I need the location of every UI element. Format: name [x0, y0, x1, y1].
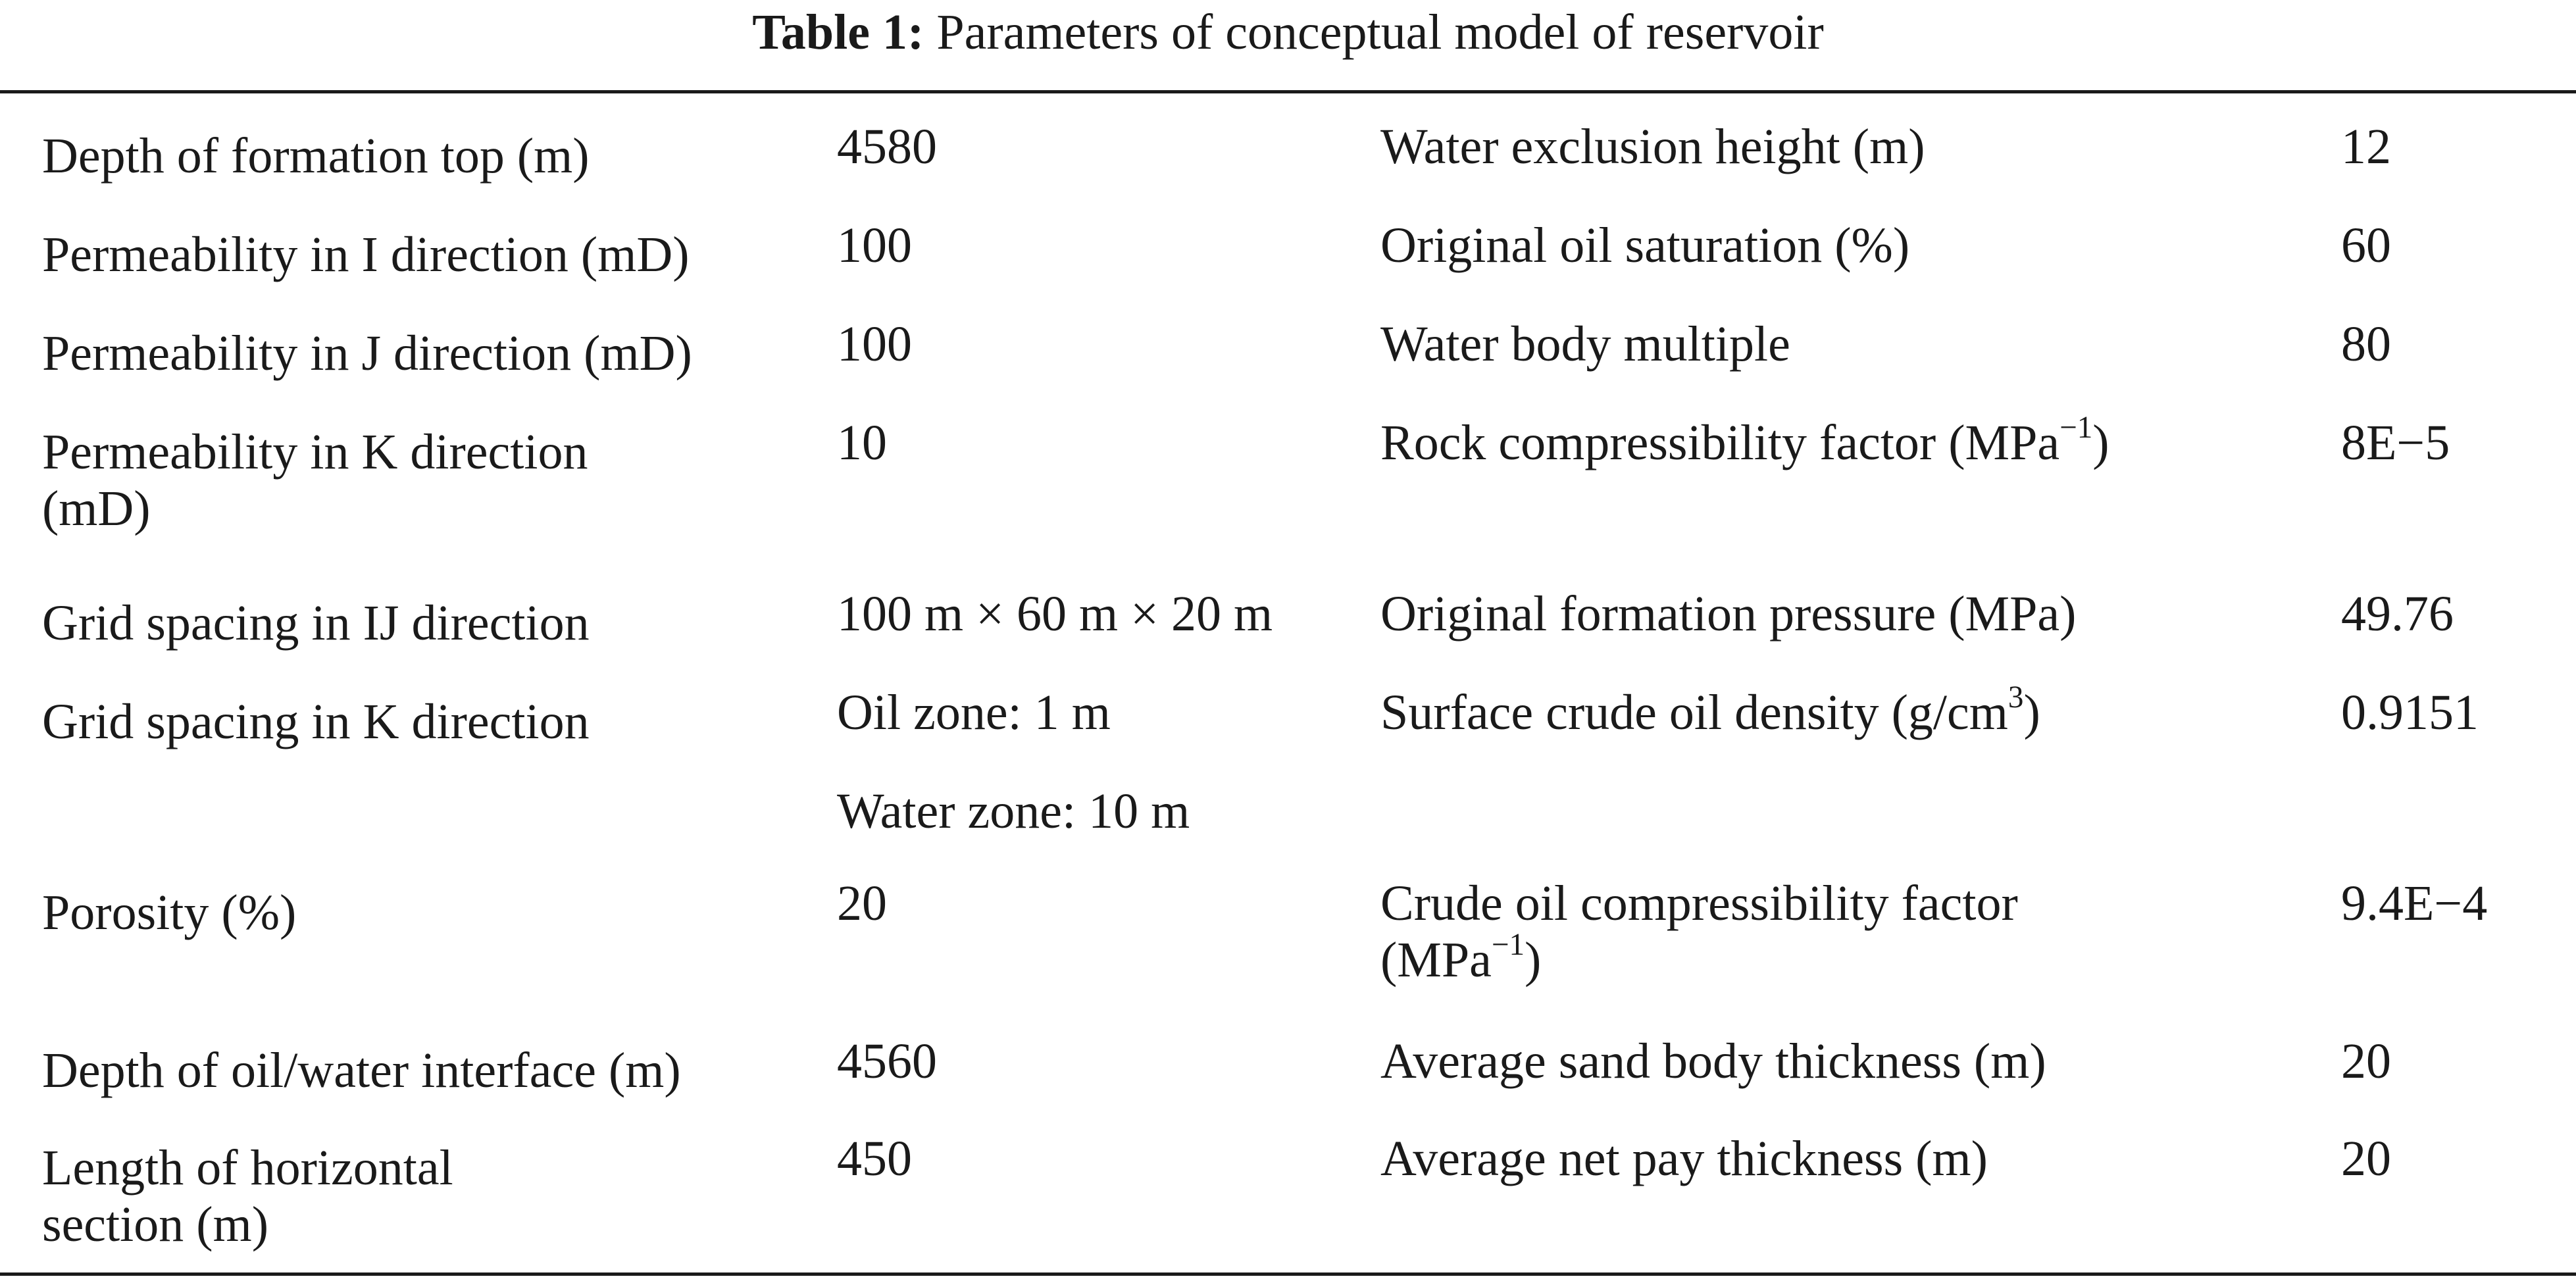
- parameter-value-cell: 60: [2341, 218, 2391, 273]
- parameter-name-cell: Crude oil compressibility factor (MPa−1): [1380, 876, 2018, 988]
- parameter-value-cell: 80: [2341, 316, 2391, 372]
- parameter-name-cell: Grid spacing in IJ direction: [42, 595, 590, 651]
- parameter-name-cell: Average sand body thickness (m): [1380, 1034, 2046, 1089]
- parameter-value-cell: 8E−5: [2341, 415, 2450, 470]
- parameter-name-cell: Permeability in J direction (mD): [42, 326, 692, 381]
- parameter-value-cell: 4560: [837, 1034, 937, 1089]
- parameter-value-cell: 20: [837, 876, 887, 931]
- parameter-value-cell: 49.76: [2341, 586, 2454, 642]
- parameter-value-cell: 100 m × 60 m × 20 m: [837, 586, 1273, 642]
- parameter-value-cell: 12: [2341, 119, 2391, 174]
- parameter-name-cell: Permeability in I direction (mD): [42, 227, 690, 282]
- parameter-name-cell: Depth of oil/water interface (m): [42, 1043, 681, 1098]
- parameter-name-cell: Permeability in K direction (mD): [42, 424, 588, 536]
- parameter-value-cell: 100: [837, 218, 912, 273]
- table-top-rule: [0, 90, 2576, 93]
- table-caption: Table 1: Parameters of conceptual model …: [0, 3, 2576, 62]
- parameter-value-cell: 450: [837, 1131, 912, 1186]
- parameter-name-cell: Rock compressibility factor (MPa−1): [1380, 410, 2109, 470]
- parameter-name-cell: Length of horizontal section (m): [42, 1140, 453, 1252]
- table-bottom-rule: [0, 1272, 2576, 1276]
- table-title: Parameters of conceptual model of reserv…: [936, 5, 1824, 60]
- parameter-name-cell: Water exclusion height (m): [1380, 119, 1925, 174]
- parameter-name-cell: Original formation pressure (MPa): [1380, 586, 2077, 642]
- parameter-name-cell: Depth of formation top (m): [42, 128, 590, 184]
- parameter-value-cell: 20: [2341, 1131, 2391, 1186]
- parameter-value-cell: 9.4E−4: [2341, 876, 2488, 931]
- table-label: Table 1:: [752, 5, 924, 60]
- parameter-value-cell: 20: [2341, 1034, 2391, 1089]
- parameter-name-cell: Porosity (%): [42, 885, 297, 940]
- parameter-value-cell: 10: [837, 415, 887, 470]
- parameter-value-cell: Oil zone: 1 m: [837, 685, 1111, 740]
- parameter-name-cell: Grid spacing in K direction: [42, 694, 590, 749]
- parameter-value-cell: 0.9151: [2341, 685, 2479, 740]
- parameter-value-cell: Water zone: 10 m: [837, 784, 1190, 839]
- parameter-value-cell: 4580: [837, 119, 937, 174]
- parameter-name-cell: Original oil saturation (%): [1380, 218, 1910, 273]
- parameter-name-cell: Water body multiple: [1380, 316, 1790, 372]
- parameter-value-cell: 100: [837, 316, 912, 372]
- parameter-name-cell: Average net pay thickness (m): [1380, 1131, 1988, 1186]
- parameter-name-cell: Surface crude oil density (g/cm3): [1380, 680, 2040, 740]
